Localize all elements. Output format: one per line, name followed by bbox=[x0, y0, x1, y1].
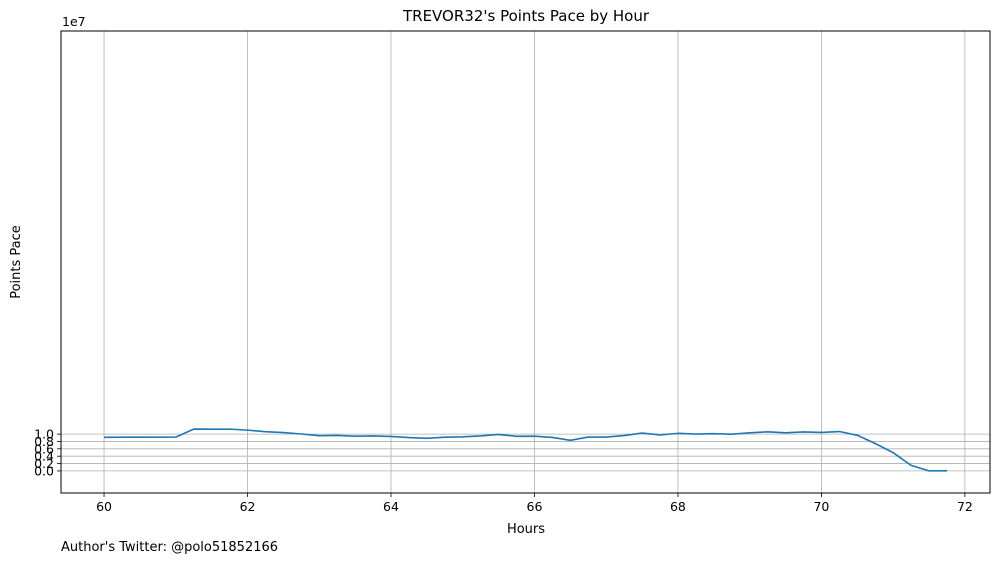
y-tick-label: 0.6 bbox=[34, 441, 54, 456]
grid-lines bbox=[61, 31, 990, 493]
author-footer: Author's Twitter: @polo51852166 bbox=[61, 540, 278, 555]
y-tick-label: 1.0 bbox=[34, 427, 54, 442]
x-axis-ticks: 60 62 64 66 68 70 72 bbox=[96, 493, 973, 514]
x-tick-label: 72 bbox=[957, 499, 973, 514]
x-tick-label: 64 bbox=[383, 499, 399, 514]
x-tick-label: 62 bbox=[240, 499, 256, 514]
y-tick-label: 0.0 bbox=[34, 463, 54, 478]
y-tick-label: 0.8 bbox=[34, 434, 54, 449]
series-group bbox=[104, 428, 947, 472]
x-tick-label: 70 bbox=[813, 499, 829, 514]
y-axis-label: Points Pace bbox=[9, 225, 24, 299]
y-axis-exponent: 1e7 bbox=[62, 14, 86, 29]
x-tick-label: 66 bbox=[527, 499, 543, 514]
series-line bbox=[104, 428, 947, 472]
x-axis-label: Hours bbox=[507, 522, 545, 537]
y-axis-ticks: 0.00.20.40.60.81.0 bbox=[34, 427, 61, 478]
chart-title: TREVOR32's Points Pace by Hour bbox=[402, 7, 650, 25]
x-tick-label: 60 bbox=[96, 499, 112, 514]
y-tick-label: 0.4 bbox=[34, 449, 54, 464]
y-tick-label: 0.2 bbox=[34, 456, 54, 471]
x-tick-label: 68 bbox=[670, 499, 686, 514]
plot-frame bbox=[60, 30, 991, 494]
